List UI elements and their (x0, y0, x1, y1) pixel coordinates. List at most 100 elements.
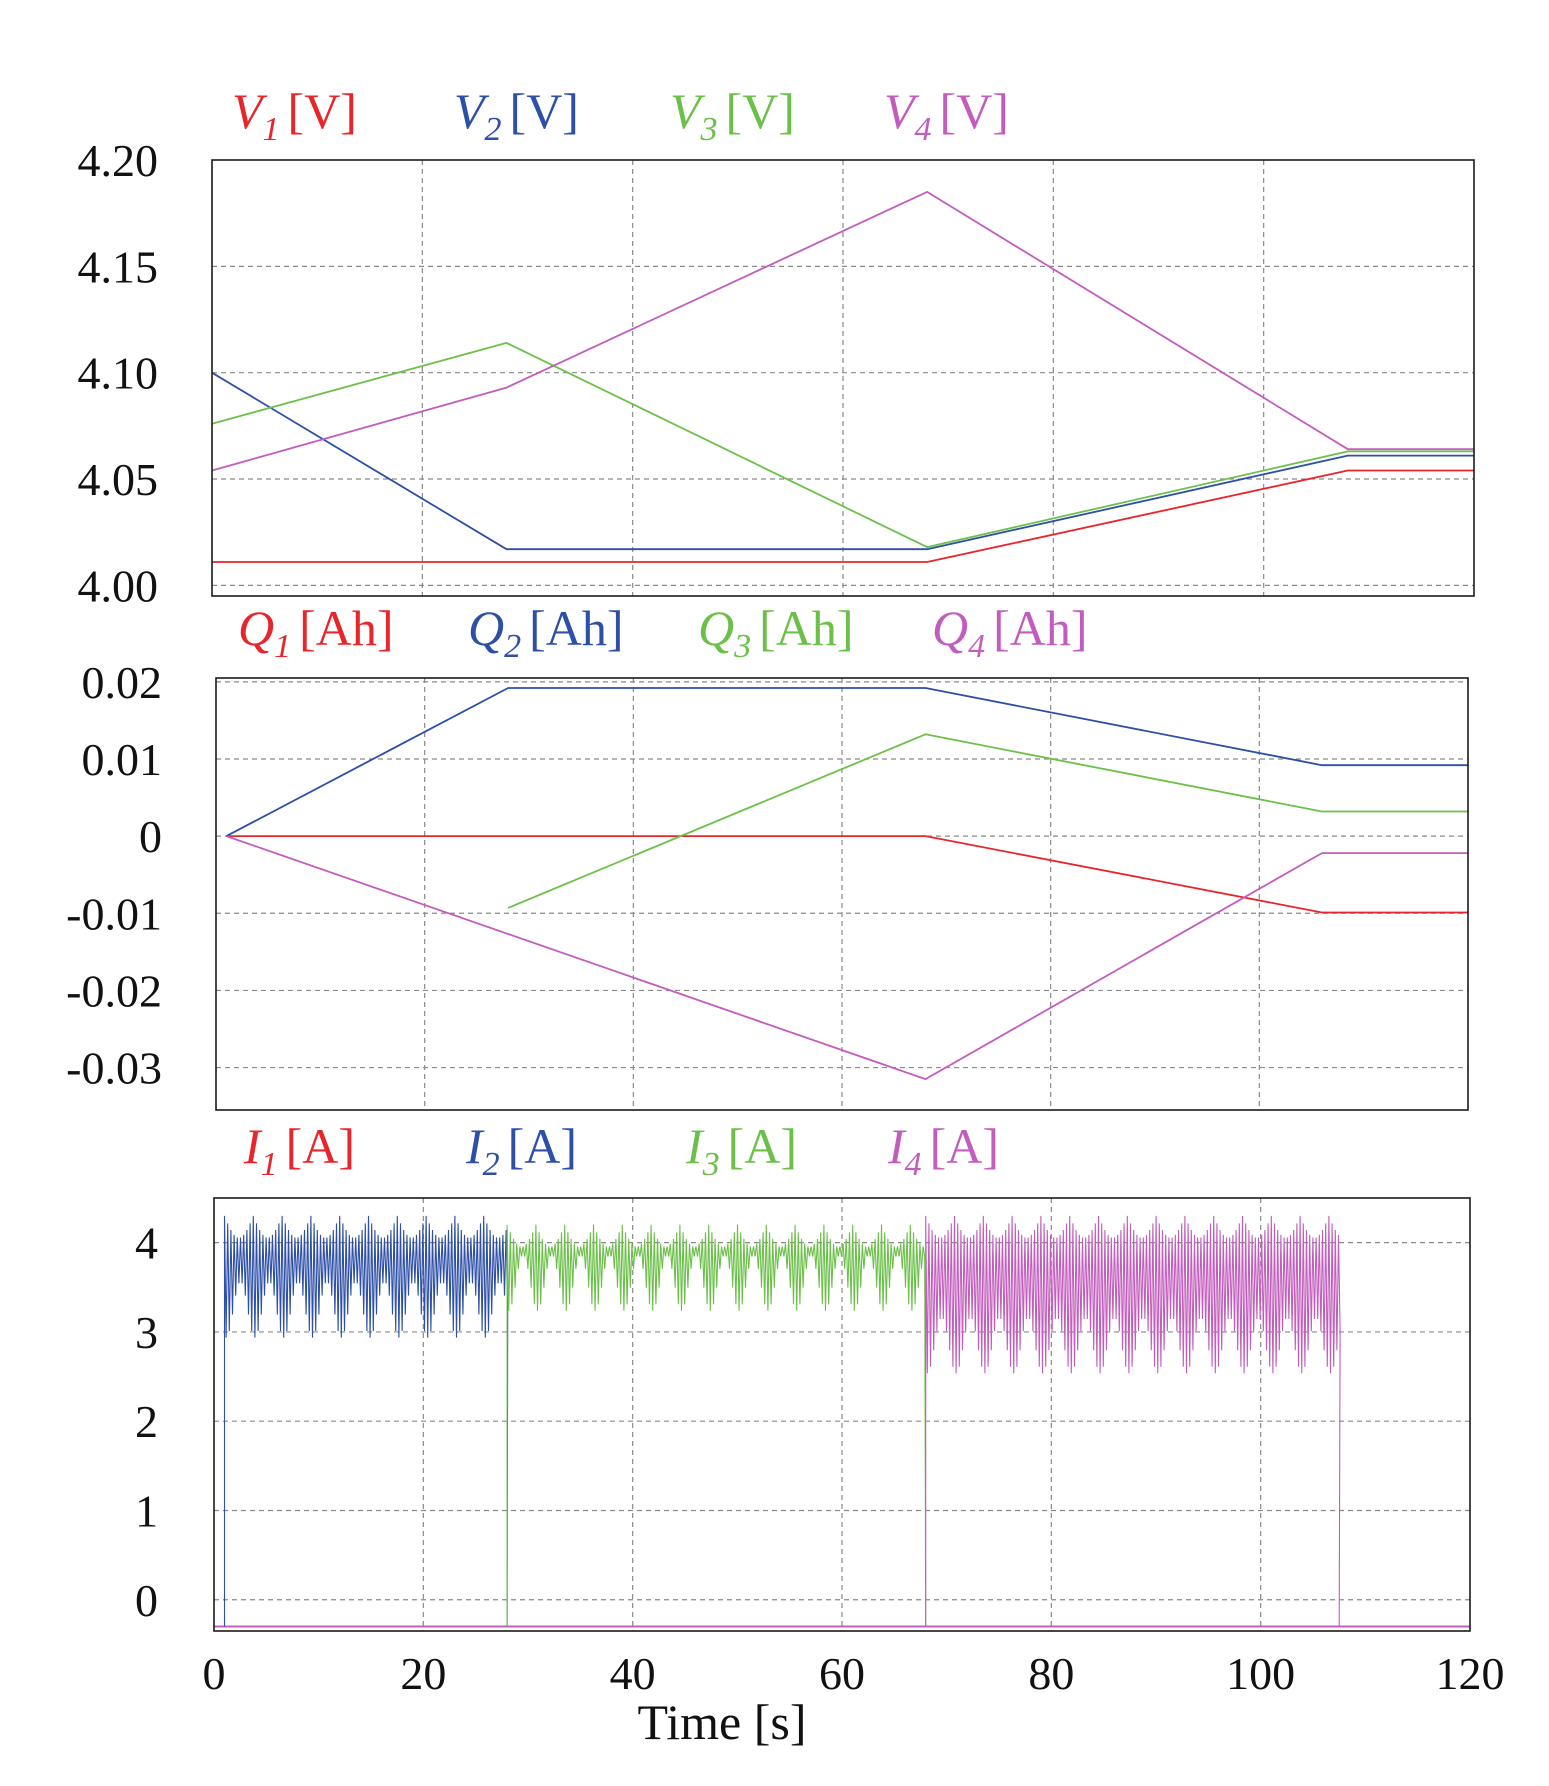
legend-entry-2: I2 [A] (465, 1118, 577, 1183)
y-tick-label: 2 (135, 1396, 158, 1447)
legend-symbol: Q (932, 600, 968, 656)
voltage-plot-frame (211, 159, 1475, 597)
charge-y-ticks: 0.02 0.01 0 -0.01 -0.02 -0.03 (66, 657, 162, 1094)
legend-symbol: V (884, 83, 920, 139)
legend-symbol: I (685, 1118, 705, 1174)
legend-subscript: 4 (968, 628, 985, 665)
charge-legend: Q1 [Ah] Q2 [Ah] Q3 [Ah] Q4 [Ah] (238, 600, 1088, 665)
legend-unit: [Ah] (529, 600, 623, 656)
x-tick-label: 120 (1436, 1648, 1505, 1699)
legend-subscript: 2 (504, 628, 521, 665)
legend-subscript: 1 (274, 628, 291, 665)
legend-symbol: I (243, 1118, 263, 1174)
current-y-ticks: 0 1 2 3 4 (135, 1218, 158, 1626)
legend-unit: [A] (508, 1118, 577, 1174)
legend-symbol: Q (238, 600, 274, 656)
current-waveform-cell4 (925, 1215, 1341, 1627)
legend-entry-2: Q2 [Ah] (468, 600, 624, 665)
x-tick-label: 80 (1028, 1648, 1074, 1699)
series-V3 (211, 341, 1474, 548)
legend-symbol: V (232, 83, 268, 139)
time-x-ticks: 0 20 40 60 80 100 120 (203, 1648, 1505, 1699)
current-series (214, 1215, 1470, 1628)
x-tick-label: 20 (400, 1648, 446, 1699)
y-tick-label: 0 (139, 811, 162, 862)
legend-unit: [Ah] (993, 600, 1087, 656)
legend-entry-4: Q4 [Ah] (932, 600, 1088, 665)
current-grid (214, 1198, 1470, 1631)
legend-entry-3: I3 [A] (685, 1118, 797, 1183)
legend-unit: [V] (510, 83, 579, 139)
series-V1 (212, 469, 1474, 563)
legend-symbol: V (454, 83, 490, 139)
legend-subscript: 1 (261, 1146, 278, 1183)
y-tick-label: 3 (135, 1307, 158, 1358)
current-waveform-cell2 (223, 1215, 509, 1627)
legend-symbol: Q (698, 600, 734, 656)
legend-entry-1: Q1 [Ah] (238, 600, 394, 665)
legend-subscript: 1 (263, 111, 280, 148)
y-tick-label: -0.02 (66, 965, 162, 1016)
legend-unit: [A] (728, 1118, 797, 1174)
charge-plot-frame (215, 677, 1469, 1111)
y-tick-label: 4.05 (78, 454, 159, 505)
y-tick-label: -0.03 (66, 1043, 162, 1094)
y-tick-label: 4 (135, 1218, 158, 1269)
legend-unit: [Ah] (299, 600, 393, 656)
legend-unit: [A] (930, 1118, 999, 1174)
y-tick-label: 4.10 (78, 348, 159, 399)
x-axis-label: Time [s] (637, 1694, 806, 1750)
y-tick-label: 0.01 (82, 734, 163, 785)
legend-entry-4: I4 [A] (887, 1118, 999, 1183)
x-tick-label: 60 (819, 1648, 865, 1699)
legend-subscript: 2 (485, 111, 502, 148)
legend-subscript: 4 (905, 1146, 922, 1183)
legend-entry-3: Q3 [Ah] (698, 600, 854, 665)
legend-unit: [V] (726, 83, 795, 139)
y-tick-label: 4.15 (78, 241, 159, 292)
legend-symbol: I (465, 1118, 485, 1174)
charge-panel: Q1 [Ah] Q2 [Ah] Q3 [Ah] Q4 [Ah] 0.020.010-0.01-… (66, 600, 1469, 1111)
y-tick-label: 0.02 (82, 657, 163, 708)
series-Q1 (226, 835, 1468, 914)
series-Q3 (507, 733, 1468, 909)
voltage-legend: V1 [V] V2 [V] V3 [V] V4 [V] (232, 83, 1009, 148)
current-legend: I1 [A] I2 [A] I3 [A] I4 [A] (243, 1118, 999, 1183)
series-Q2 (225, 687, 1468, 837)
y-tick-label: 4.20 (78, 135, 159, 186)
y-tick-label: -0.01 (66, 888, 162, 939)
legend-symbol: Q (468, 600, 504, 656)
current-plot-frame (213, 1197, 1471, 1632)
current-waveform-cell3 (506, 1224, 927, 1627)
y-tick-label: 4.00 (78, 560, 159, 611)
x-tick-label: 0 (203, 1648, 226, 1699)
legend-subscript: 3 (700, 111, 718, 148)
legend-entry-2: V2 [V] (454, 83, 579, 148)
legend-entry-1: V1 [V] (232, 83, 357, 148)
legend-subscript: 2 (483, 1146, 500, 1183)
voltage-grid (212, 160, 1474, 596)
legend-unit: [V] (288, 83, 357, 139)
legend-symbol: V (670, 83, 706, 139)
charge-series (225, 687, 1468, 1080)
x-tick-label: 40 (610, 1648, 656, 1699)
legend-symbol: I (887, 1118, 907, 1174)
y-tick-label: 0 (135, 1575, 158, 1626)
legend-unit: [A] (286, 1118, 355, 1174)
legend-unit: [Ah] (759, 600, 853, 656)
legend-entry-4: V4 [V] (884, 83, 1009, 148)
y-tick-label: 1 (135, 1485, 158, 1536)
legend-subscript: 3 (733, 628, 751, 665)
series-V4 (211, 190, 1474, 472)
legend-subscript: 3 (702, 1146, 720, 1183)
legend-unit: [V] (940, 83, 1009, 139)
voltage-panel: V1 [V] V2 [V] V3 [V] V4 [V] 4.004.054.104.154.2… (78, 83, 1475, 611)
legend-entry-3: V3 [V] (670, 83, 795, 148)
x-tick-label: 100 (1226, 1648, 1295, 1699)
voltage-series (211, 190, 1474, 563)
voltage-y-ticks: 4.00 4.05 4.10 4.15 4.20 (78, 135, 159, 611)
series-V2 (211, 371, 1474, 551)
